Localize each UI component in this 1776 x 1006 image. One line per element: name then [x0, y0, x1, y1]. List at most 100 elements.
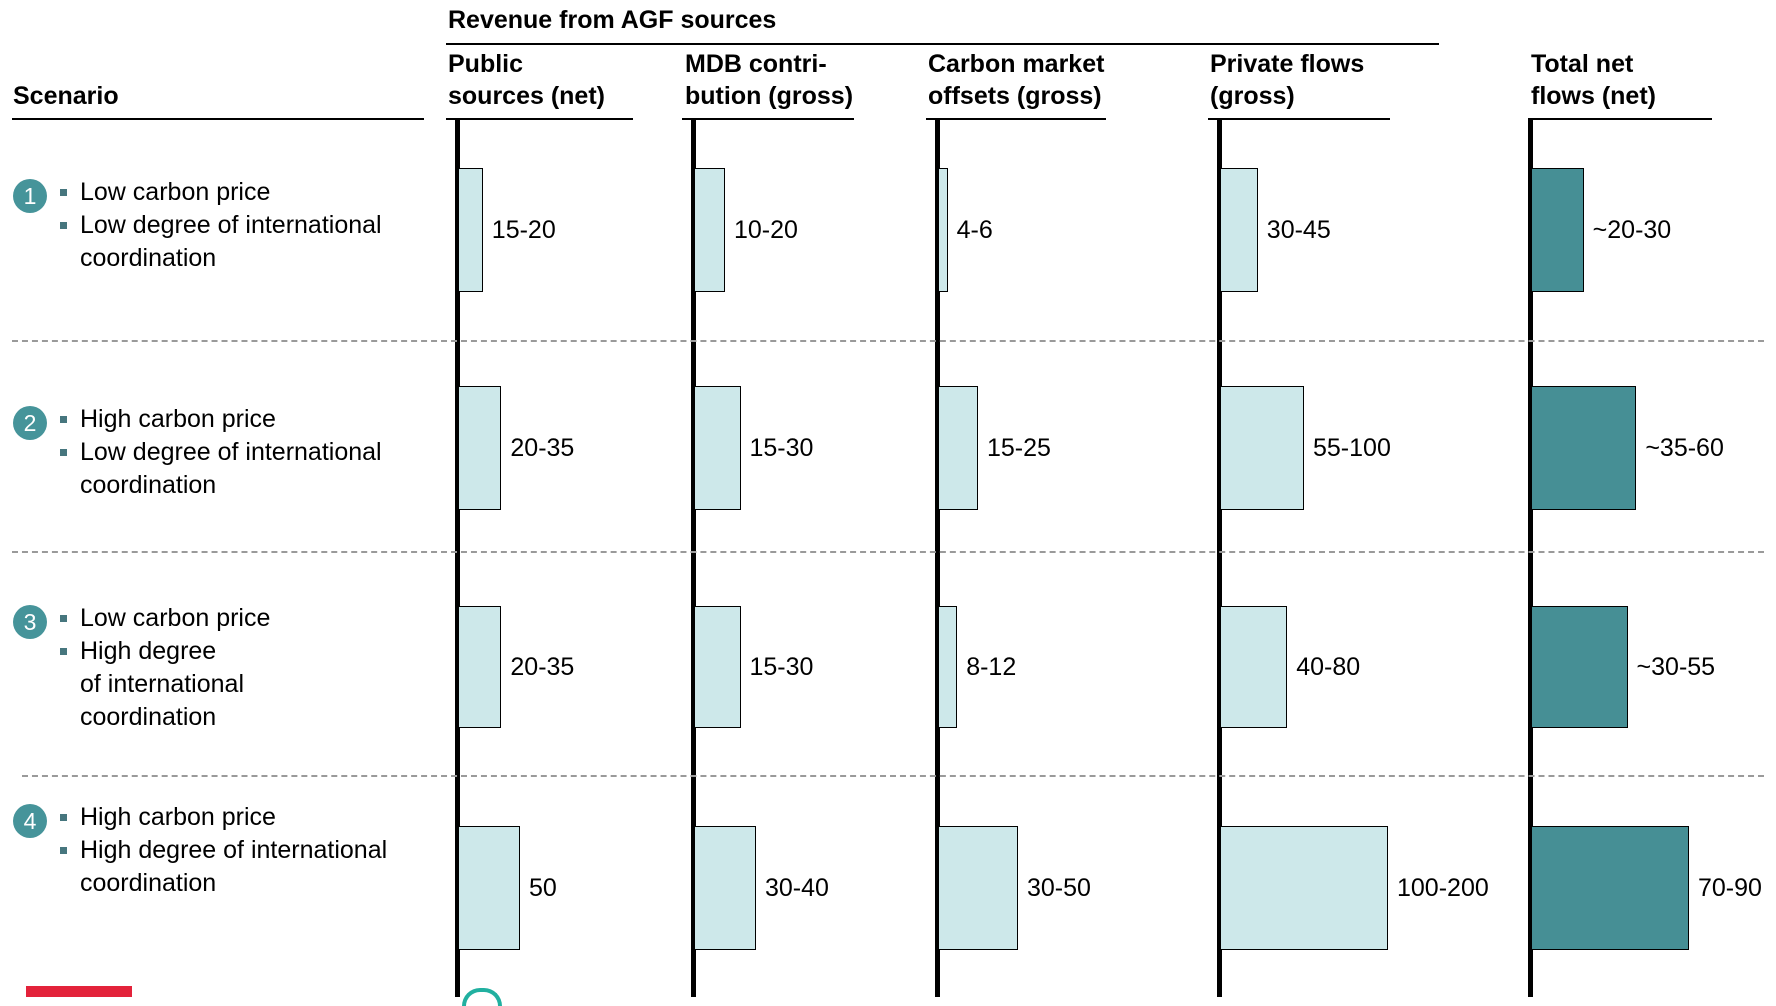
column-header-underline-5 — [1528, 118, 1712, 120]
scenario-bullet-text: Low degree of international — [80, 211, 382, 239]
bullet-marker — [60, 814, 67, 821]
bar-s3-c3 — [938, 606, 958, 728]
partner-logo-mark — [462, 988, 502, 1006]
data-label-s1-c4: 30-45 — [1266, 216, 1331, 244]
bar-s4-c1 — [458, 826, 520, 950]
column-header-line2: bution (gross) — [685, 82, 854, 110]
scenario-number-badge: 4 — [13, 804, 47, 838]
bar-s1-c3 — [938, 168, 948, 292]
bar-s2-c1 — [458, 386, 502, 510]
bar-s2-c2 — [694, 386, 741, 510]
column-header-3: Carbon market offsets (gross) — [928, 48, 1104, 112]
row-separator — [22, 775, 1764, 777]
data-label-s4-c2: 30-40 — [765, 874, 829, 902]
scenario-bullet-text: of international — [80, 670, 245, 698]
bar-s1-c5 — [1531, 168, 1584, 292]
bullet-marker — [60, 648, 67, 655]
column-header-line1: Total net — [1531, 50, 1634, 78]
column-header-line1: MDB contri- — [685, 50, 827, 78]
column-header-line2: sources (net) — [448, 82, 605, 110]
bar-s1-c4 — [1220, 168, 1258, 292]
column-header-1: Public sources (net) — [448, 48, 605, 112]
data-label-s4-c3: 30-50 — [1027, 874, 1091, 902]
column-header-line1: Carbon market — [928, 50, 1105, 78]
row-separator — [12, 551, 1764, 553]
scenario-number-badge: 3 — [13, 605, 47, 639]
bar-s2-c5 — [1531, 386, 1637, 510]
data-label-s2-c2: 15-30 — [749, 434, 814, 462]
column-header-underline-4 — [1208, 118, 1390, 120]
bar-s3-c4 — [1220, 606, 1288, 728]
scenario-bullet-text: Low carbon price — [80, 178, 271, 206]
scenario-bullet-text: Low carbon price — [80, 604, 271, 632]
chart-title: Revenue from AGF sources — [448, 6, 777, 34]
column-header-underline-3 — [926, 118, 1106, 120]
scenario-bullet-text: High degree — [80, 637, 217, 665]
scenario-bullet-text: High carbon price — [80, 405, 276, 433]
data-label-s2-c1: 20-35 — [510, 434, 575, 462]
bullet-marker — [60, 416, 67, 423]
bullet-marker — [60, 189, 67, 196]
column-header-line2: (gross) — [1210, 82, 1295, 110]
data-label-s1-c2: 10-20 — [734, 216, 798, 244]
data-label-s1-c5: ~20-30 — [1592, 216, 1672, 244]
column-axis-2 — [691, 120, 696, 997]
bullet-marker — [60, 847, 67, 854]
bar-s3-c2 — [694, 606, 741, 728]
bar-s3-c5 — [1531, 606, 1628, 728]
data-label-s3-c4: 40-80 — [1296, 653, 1361, 681]
column-header-line1: Public — [448, 50, 524, 78]
column-axis-5 — [1528, 120, 1533, 997]
bullet-marker — [60, 615, 67, 622]
bar-s3-c1 — [458, 606, 502, 728]
column-header-line1: Private flows — [1210, 50, 1365, 78]
column-header-underline-1 — [446, 118, 633, 120]
data-label-s3-c5: ~30-55 — [1636, 653, 1716, 681]
scenario-bullet-text: coordination — [80, 703, 217, 731]
data-label-s4-c5: 70-90 — [1698, 874, 1762, 902]
data-label-s3-c2: 15-30 — [749, 653, 814, 681]
column-axis-3 — [935, 120, 940, 997]
scenario-bullet-text: coordination — [80, 471, 217, 499]
scenario-number-badge: 1 — [13, 179, 47, 213]
scenario-bullet-text: High degree of international — [80, 836, 388, 864]
data-label-s3-c1: 20-35 — [510, 653, 575, 681]
scenario-bullet-text: High carbon price — [80, 803, 276, 831]
data-label-s4-c1: 50 — [529, 874, 557, 902]
data-label-s3-c3: 8-12 — [966, 653, 1017, 681]
column-header-underline-2 — [682, 118, 854, 120]
data-label-s2-c5: ~35-60 — [1645, 434, 1724, 462]
row-separator — [12, 340, 1764, 342]
column-header-line2: flows (net) — [1531, 82, 1656, 110]
scenario-header: Scenario — [13, 82, 119, 110]
data-label-s4-c4: 100-200 — [1397, 874, 1489, 902]
bar-s4-c5 — [1531, 826, 1689, 950]
bar-s2-c4 — [1220, 386, 1304, 510]
bar-s4-c3 — [938, 826, 1018, 950]
column-header-5: Total net flows (net) — [1531, 48, 1656, 112]
bullet-marker — [60, 222, 67, 229]
scenario-bullet-text: Low degree of international — [80, 438, 382, 466]
data-label-s1-c3: 4-6 — [956, 216, 993, 244]
scenario-number-badge: 2 — [13, 406, 47, 440]
data-label-s1-c1: 15-20 — [491, 216, 556, 244]
scenario-header-underline — [12, 118, 424, 120]
bullet-marker — [60, 449, 67, 456]
column-header-4: Private flows (gross) — [1210, 48, 1364, 112]
bar-s1-c1 — [458, 168, 483, 292]
bar-s1-c2 — [694, 168, 725, 292]
scenario-bullet-text: coordination — [80, 244, 217, 272]
column-axis-1 — [455, 120, 460, 997]
column-axis-4 — [1217, 120, 1222, 997]
title-underline — [446, 43, 1439, 45]
column-header-2: MDB contri-bution (gross) — [685, 48, 853, 112]
bar-s4-c4 — [1220, 826, 1388, 950]
data-label-s2-c3: 15-25 — [987, 434, 1051, 462]
data-label-s2-c4: 55-100 — [1313, 434, 1391, 462]
scenario-bullet-text: coordination — [80, 869, 217, 897]
bar-s2-c3 — [938, 386, 978, 510]
bar-s4-c2 — [694, 826, 756, 950]
brand-logo-mark — [26, 986, 132, 997]
column-header-line2: offsets (gross) — [928, 82, 1102, 110]
